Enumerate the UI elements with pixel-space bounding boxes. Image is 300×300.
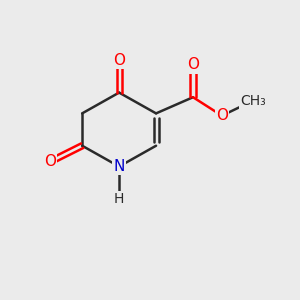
Text: O: O (44, 154, 56, 169)
Text: O: O (187, 57, 199, 72)
Text: CH₃: CH₃ (240, 94, 266, 108)
Text: N: N (113, 159, 125, 174)
Text: H: H (114, 192, 124, 206)
Text: O: O (113, 53, 125, 68)
Text: O: O (216, 108, 228, 123)
